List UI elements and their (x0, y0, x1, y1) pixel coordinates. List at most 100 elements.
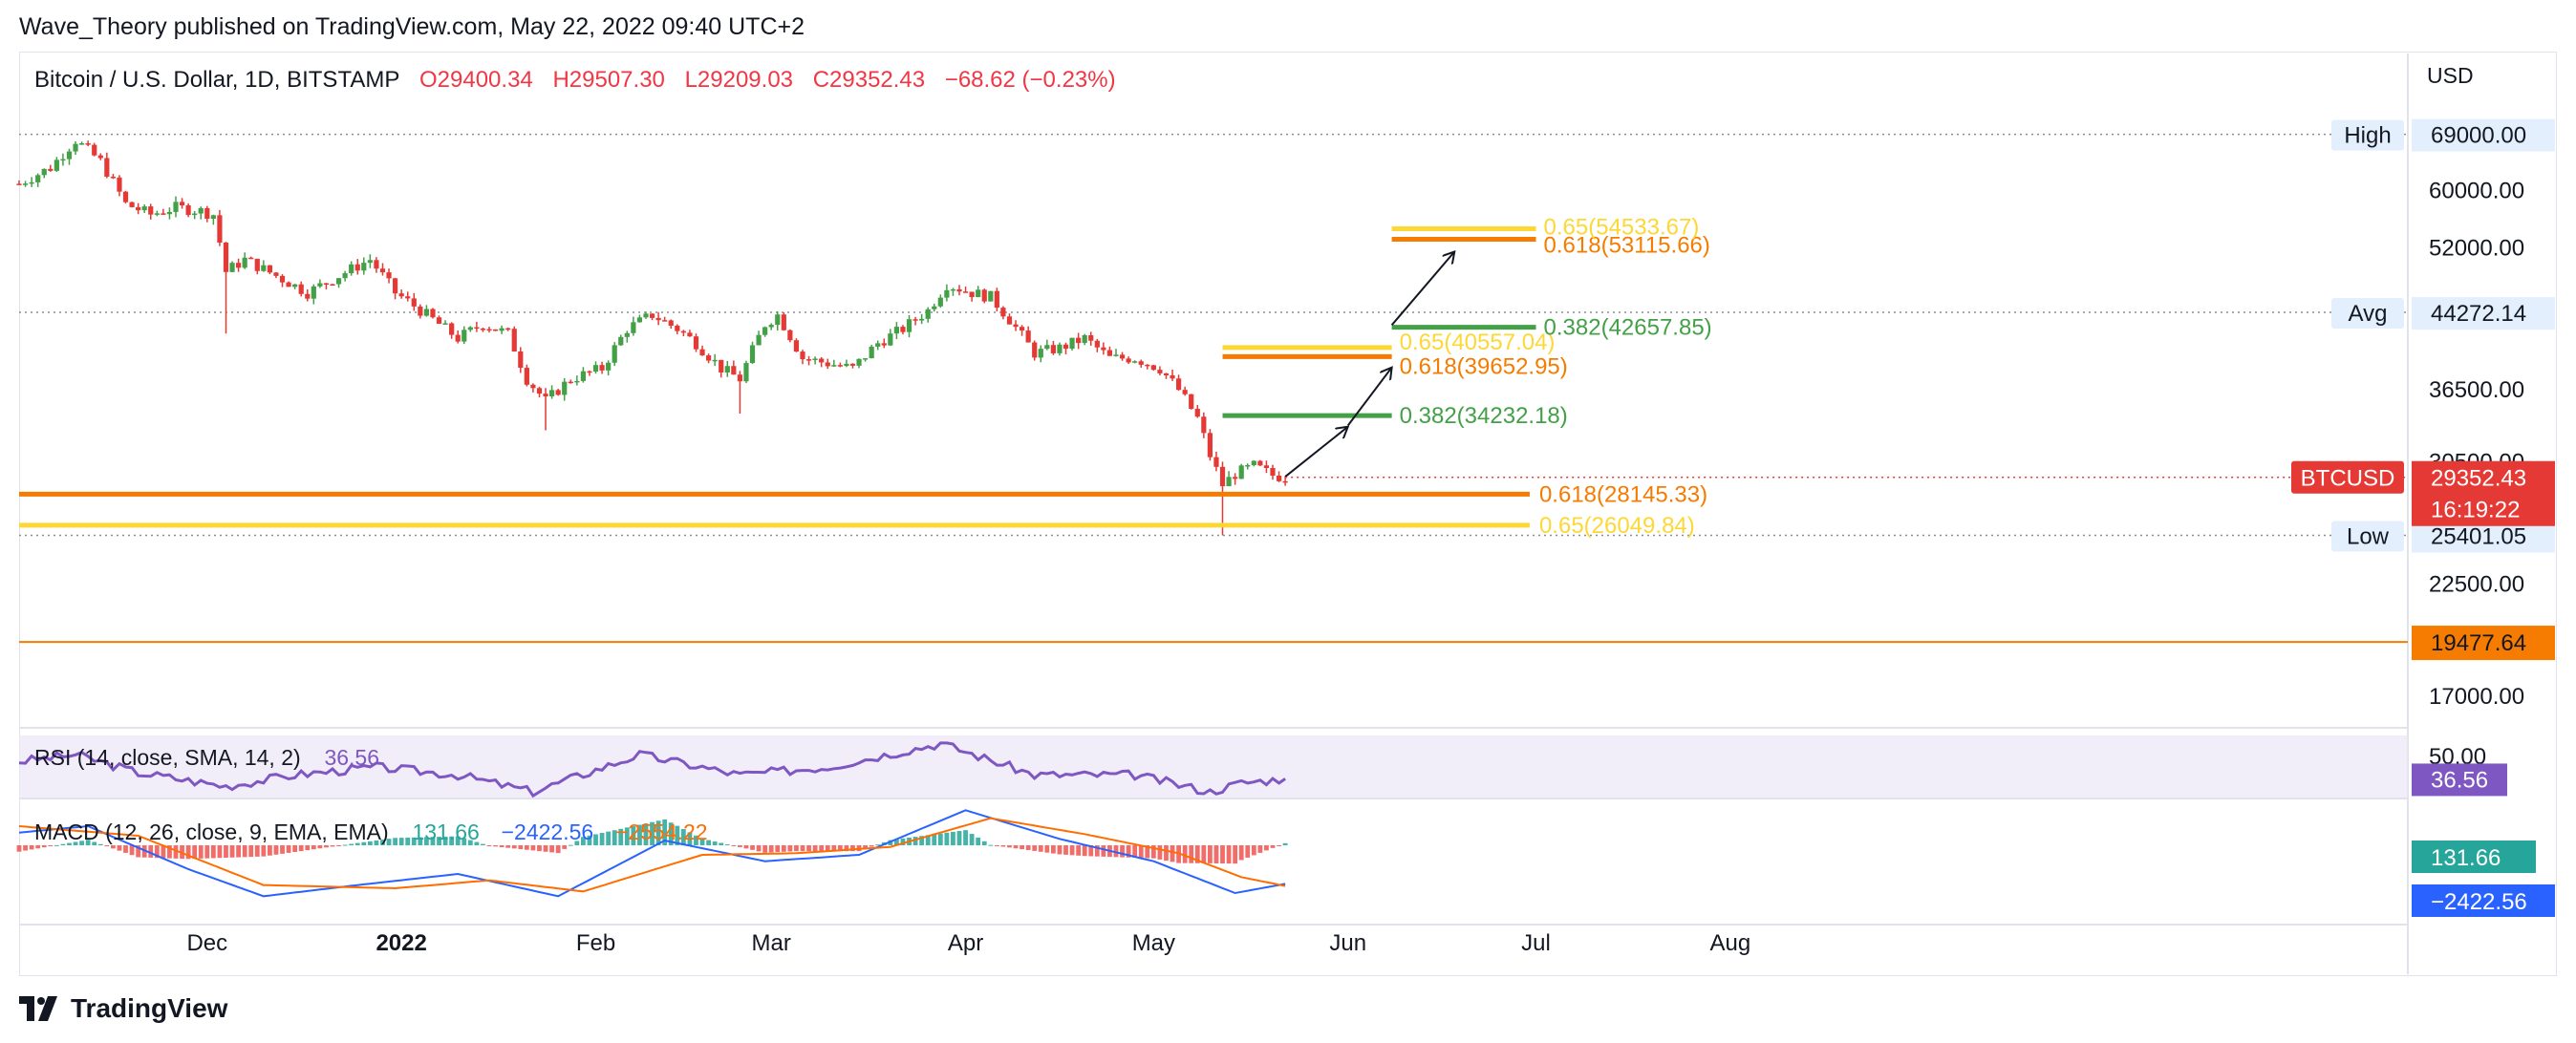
macd-hist-bar (1201, 845, 1207, 863)
rsi-value-badge: 36.56 (2431, 767, 2488, 793)
candle-body (731, 366, 737, 375)
macd-hist-bar (23, 845, 28, 851)
candle-body (1176, 378, 1182, 391)
candle-body (248, 257, 254, 260)
macd-hist-bar (1138, 845, 1144, 859)
candle-body (643, 313, 649, 318)
candle-body (962, 291, 969, 293)
macd-hist-bar (493, 845, 498, 847)
candle-body (800, 351, 805, 360)
macd-histogram (16, 819, 1288, 864)
candle-body (418, 306, 423, 316)
candle-body (1006, 316, 1013, 325)
candle-body (1126, 358, 1131, 363)
time-axis-label: May (1132, 930, 1175, 956)
macd-hist-bar (1007, 845, 1012, 848)
candle-body (1082, 334, 1087, 344)
candle-body (1000, 308, 1006, 317)
symbol-badge-bg (2291, 460, 2404, 494)
macd-hist-bar (273, 845, 279, 855)
macd-hist-bar (254, 845, 260, 857)
candle-body (335, 278, 342, 285)
candles (16, 140, 1288, 536)
candle-body (1201, 416, 1207, 434)
rsi-band (19, 735, 2408, 798)
macd-hist-bar (111, 845, 116, 849)
macd-hist-bar (104, 845, 110, 847)
time-axis-label: Jul (1521, 930, 1551, 956)
macd-hist-bar (1088, 845, 1094, 857)
macd-hist-bar (467, 840, 473, 845)
level-axis-label: 25401.05 (2431, 524, 2526, 550)
candle-body (668, 320, 674, 327)
candle-body (286, 282, 291, 287)
price-tick-label: 17000.00 (2429, 684, 2524, 710)
macd-hist-bar (574, 841, 580, 845)
macd-hist-bar (724, 843, 730, 845)
macd-hist-bar (311, 845, 316, 850)
level-axis-label: 19477.64 (2431, 630, 2526, 656)
candle-body (1157, 370, 1163, 373)
candle-body (543, 394, 548, 396)
macd-hist-bar (624, 827, 630, 845)
macd-hist-bar (1020, 845, 1024, 850)
candle-body (636, 317, 643, 323)
macd-hist-bar (787, 845, 793, 852)
candle-body (1276, 476, 1282, 481)
time-axis-label: Dec (186, 930, 227, 956)
macd-hist-bar (41, 845, 47, 848)
candle-body (405, 296, 411, 299)
time-axis-label: Apr (948, 930, 983, 956)
candle-body (1113, 354, 1119, 356)
candle-body (1106, 350, 1113, 356)
candle-body (354, 264, 360, 271)
macd-hist-bar (643, 823, 649, 845)
macd-hist-bar (342, 844, 348, 846)
macd-legend[interactable]: MACD (12, 26, close, 9, EMA, EMA) 131.66… (34, 820, 708, 845)
candle-body (136, 206, 141, 211)
macd-hist-bar (900, 838, 906, 845)
candle-body (148, 206, 154, 215)
candle-body (92, 144, 97, 156)
candle-body (161, 213, 166, 215)
macd-hist-bar (136, 845, 141, 858)
tradingview-brand[interactable]: TradingView (19, 993, 227, 1024)
candle-body (919, 318, 925, 321)
rsi-line (18, 741, 1286, 798)
candle-body (856, 358, 862, 366)
candle-body (1101, 347, 1106, 351)
candle-body (662, 320, 668, 322)
macd-hist-bar (837, 845, 843, 852)
candle-body (449, 323, 455, 335)
macd-hist-bar (637, 824, 642, 845)
candle-body (279, 275, 286, 283)
candle-body (117, 177, 122, 192)
candle-body (1069, 337, 1075, 350)
candle-body (430, 309, 436, 318)
macd-hist-bar (775, 845, 781, 853)
macd-hist-bar (1044, 845, 1050, 853)
macd-hist-bar (800, 845, 805, 852)
candle-body (1233, 477, 1238, 479)
candle-body (768, 325, 774, 328)
macd-hist-bar (937, 833, 943, 845)
candle-body (1182, 390, 1188, 394)
candle-body (1119, 354, 1126, 359)
macd-hist-bar (712, 841, 718, 845)
macd-hist-bar (831, 845, 837, 852)
time-axis-label: Mar (752, 930, 791, 956)
candle-body (342, 273, 348, 279)
candle-body (805, 359, 812, 361)
candle-body (411, 298, 417, 307)
rsi-legend[interactable]: RSI (14, close, SMA, 14, 2) 36.56 (34, 745, 379, 771)
candle-body (900, 327, 906, 332)
candle-body (242, 257, 247, 268)
candle-body (97, 155, 103, 159)
candle-body (1044, 345, 1050, 350)
level-axis-label-bg (2412, 297, 2555, 330)
fib-level-label: 0.65(54533.67) (1544, 214, 1700, 240)
macd-hist-bar (455, 836, 461, 845)
candle-body (467, 327, 473, 330)
candle-body (518, 351, 524, 369)
